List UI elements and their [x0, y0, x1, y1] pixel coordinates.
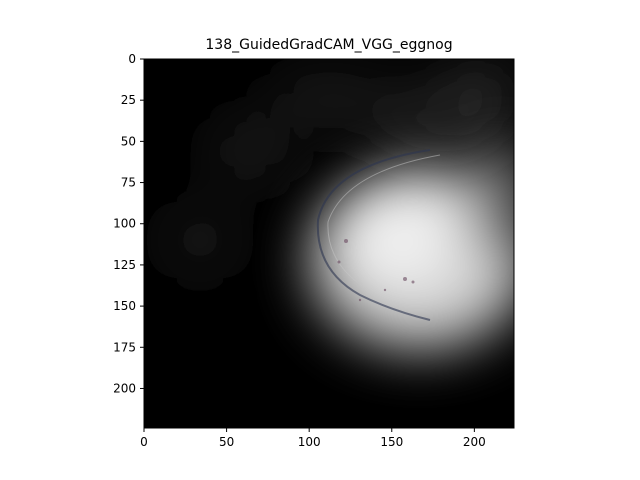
y-tick-label: 25 — [121, 93, 136, 107]
y-tick-label: 125 — [113, 258, 136, 272]
y-tick-label: 50 — [121, 134, 136, 148]
x-axis: 0 50 100 150 200 — [140, 428, 486, 449]
y-tick-label: 200 — [113, 381, 136, 395]
x-tick-label: 50 — [219, 435, 234, 449]
y-tick-label: 0 — [128, 52, 136, 66]
y-tick-label: 100 — [113, 217, 136, 231]
y-tick-label: 175 — [113, 340, 136, 354]
y-tick-label: 75 — [121, 176, 136, 190]
x-tick-label: 100 — [298, 435, 321, 449]
x-tick-label: 0 — [140, 435, 148, 449]
x-tick-label: 150 — [380, 435, 403, 449]
y-tick-label: 150 — [113, 299, 136, 313]
y-axis: 0 25 50 75 100 125 150 175 200 — [113, 52, 144, 395]
figure-title: 138_GuidedGradCAM_VGG_eggnog — [205, 37, 452, 53]
heatmap-image — [144, 59, 514, 428]
x-tick-label: 200 — [463, 435, 486, 449]
axes-frame — [143, 58, 515, 429]
